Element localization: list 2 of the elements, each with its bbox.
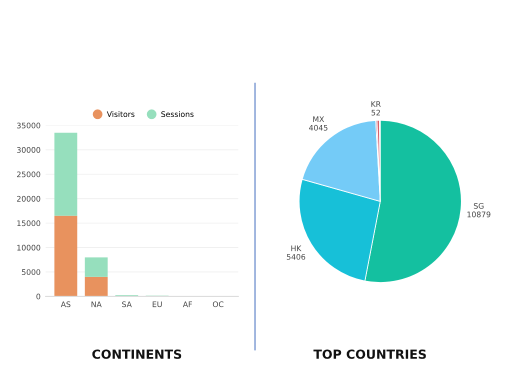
text: TOP COUNTRIES	[313, 349, 426, 359]
text: CONTINENTS	[92, 349, 182, 359]
